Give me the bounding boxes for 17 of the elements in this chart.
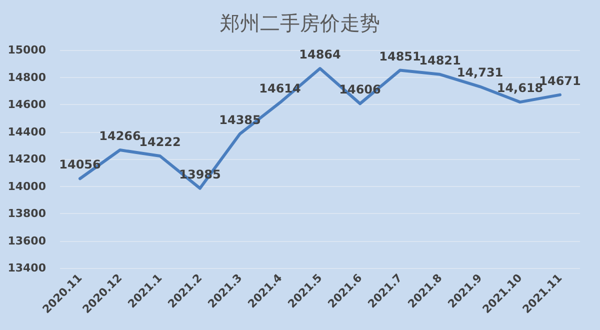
data-label: 14,618 bbox=[496, 81, 544, 96]
y-tick-label: 13600 bbox=[8, 234, 46, 248]
y-tick-label: 14000 bbox=[8, 180, 46, 193]
chart-title: 郑州二手房价走势 bbox=[220, 11, 380, 35]
y-tick-label: 14800 bbox=[8, 70, 46, 84]
data-label: 14851 bbox=[379, 49, 421, 64]
data-label: 14222 bbox=[139, 135, 181, 150]
data-label: 14821 bbox=[419, 53, 461, 68]
data-label: 14,731 bbox=[456, 66, 504, 80]
y-tick-label: 14600 bbox=[8, 98, 46, 111]
y-tick-label: 13400 bbox=[8, 262, 46, 274]
y-tick-label: 15000 bbox=[8, 44, 46, 56]
data-label: 14864 bbox=[299, 48, 341, 62]
y-tick-label: 14400 bbox=[8, 125, 46, 138]
y-tick-label: 14200 bbox=[8, 152, 46, 166]
data-label: 14266 bbox=[99, 129, 141, 144]
y-tick-label: 13800 bbox=[8, 207, 46, 220]
